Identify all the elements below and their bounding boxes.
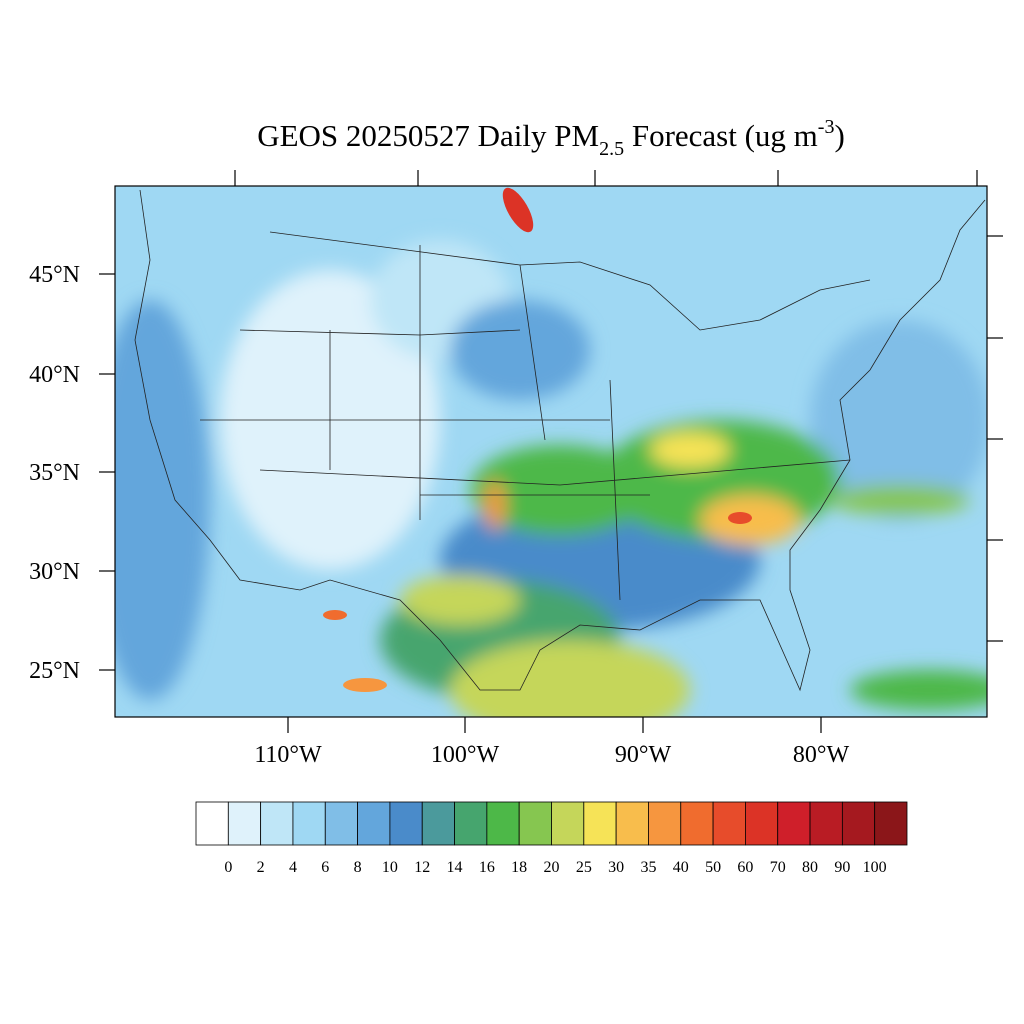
frame-ticks [99, 170, 1003, 733]
map-title: GEOS 20250527 Daily PM2.5 Forecast (ug m… [257, 116, 845, 160]
colorbar-swatch [615, 801, 649, 846]
colorbar-swatch [195, 801, 229, 846]
colorbar-label: 10 [382, 859, 398, 876]
colorbar-label: 50 [705, 859, 721, 876]
colorbar-swatch [324, 801, 358, 846]
colorbar-label: 60 [737, 859, 753, 876]
axis-labels: 45°N 40°N 35°N 30°N 25°N 110°W 100°W 90°W 80°W [29, 262, 849, 768]
title-close: ) [834, 118, 844, 153]
colorbar-label: 0 [224, 859, 232, 876]
colorbar-swatch [648, 801, 682, 846]
title-main: GEOS 20250527 Daily PM [257, 118, 599, 153]
colorbar-swatch [421, 801, 455, 846]
title-superscript: -3 [818, 116, 835, 138]
colorbar-label: 30 [608, 859, 624, 876]
colorbar-swatch [583, 801, 617, 846]
colorbar-swatch [745, 801, 779, 846]
title-subscript: 2.5 [599, 138, 624, 160]
colorbar-swatch [357, 801, 391, 846]
colorbar-label: 35 [640, 859, 656, 876]
colorbar-label: 16 [479, 859, 495, 876]
colorbar-swatch [389, 801, 423, 846]
colorbar-label: 90 [834, 859, 850, 876]
map-field [115, 186, 987, 717]
latitude-label: 25°N [29, 658, 80, 684]
colorbar-swatch [809, 801, 843, 846]
longitude-label: 80°W [793, 742, 850, 768]
colorbar-label: 2 [257, 859, 265, 876]
colorbar: 0 2 4 6 8 10 12 14 16 18 20 25 30 35 40 50 60 70 80 90 100 [195, 801, 908, 876]
colorbar-swatch [486, 801, 520, 846]
colorbar-swatch [260, 801, 294, 846]
colorbar-label: 40 [673, 859, 689, 876]
colorbar-swatch [518, 801, 552, 846]
colorbar-label: 100 [863, 859, 887, 876]
colorbar-swatch [454, 801, 488, 846]
colorbar-label: 18 [511, 859, 527, 876]
colorbar-label: 80 [802, 859, 818, 876]
colorbar-swatch [227, 801, 262, 846]
colorbar-label: 8 [354, 859, 362, 876]
longitude-label: 100°W [431, 742, 500, 768]
colorbar-swatch [777, 801, 811, 846]
colorbar-label: 20 [544, 859, 560, 876]
colorbar-swatch [680, 801, 714, 846]
colorbar-label: 25 [576, 859, 592, 876]
latitude-label: 30°N [29, 559, 80, 585]
colorbar-label: 4 [289, 859, 297, 876]
latitude-label: 40°N [29, 362, 80, 388]
title-rest: Forecast (ug m [624, 118, 818, 153]
latitude-label: 45°N [29, 262, 80, 288]
colorbar-label: 70 [770, 859, 786, 876]
colorbar-swatch [841, 801, 876, 846]
colorbar-label: 6 [321, 859, 329, 876]
colorbar-label: 12 [414, 859, 430, 876]
longitude-label: 110°W [254, 742, 322, 768]
map-frame [114, 185, 988, 718]
latitude-label: 35°N [29, 460, 80, 486]
longitude-label: 90°W [615, 742, 672, 768]
colorbar-swatch [712, 801, 746, 846]
colorbar-swatch [292, 801, 326, 846]
colorbar-label: 14 [447, 859, 463, 876]
colorbar-swatch [551, 801, 585, 846]
colorbar-swatch [874, 801, 908, 846]
